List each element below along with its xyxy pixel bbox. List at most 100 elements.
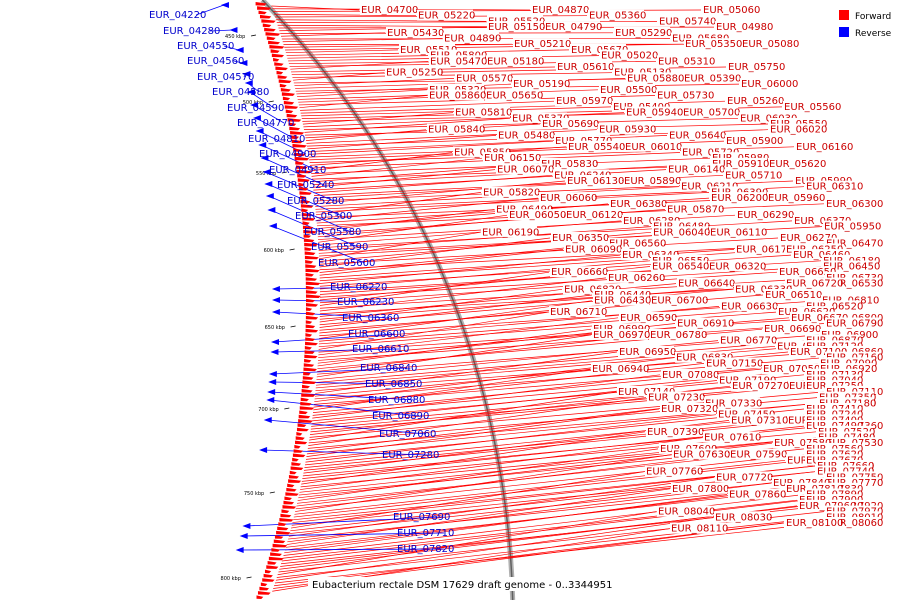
forward-label-bg — [454, 106, 510, 118]
forward-gene-label: EUR_05710 — [725, 170, 782, 181]
forward-gene-marker — [298, 419, 313, 423]
reverse-gene-marker — [247, 89, 256, 95]
reverse-callout-line — [266, 419, 427, 435]
reverse-gene-marker — [239, 60, 248, 66]
forward-gene-label: EUR_05290 — [615, 28, 672, 39]
forward-gene-label: EUR_08110 — [671, 524, 728, 535]
forward-gene-label: EUR_06330 — [735, 284, 792, 295]
forward-gene-marker — [296, 427, 309, 432]
forward-gene-label: EUR_06970 — [593, 330, 650, 341]
forward-label-bg — [625, 106, 681, 118]
forward-gene-marker — [302, 225, 314, 230]
forward-label-bg — [805, 448, 861, 460]
forward-callout-line — [318, 311, 549, 350]
forward-callout-line — [300, 100, 555, 111]
forward-label-bg — [717, 408, 773, 420]
forward-label-bg — [511, 112, 567, 124]
forward-gene-marker — [286, 113, 298, 118]
reverse-gene-label: EUR_04220 — [149, 10, 206, 21]
forward-gene-marker — [282, 505, 297, 509]
forward-label-bg — [619, 311, 675, 323]
tick-label: 550 kbp — [256, 171, 276, 177]
reverse-callout-line — [274, 311, 390, 319]
forward-callout-line — [319, 243, 608, 273]
forward-gene-marker — [302, 380, 317, 384]
forward-label-bg — [592, 323, 648, 335]
forward-gene-label: EUR_06820 — [564, 284, 621, 295]
forward-callout-line — [304, 420, 787, 468]
forward-callout-line — [275, 516, 714, 581]
forward-callout-line — [317, 203, 609, 229]
forward-callout-line — [310, 385, 805, 433]
reverse-gene-label: EUR_05240 — [277, 180, 334, 191]
forward-callout-line — [319, 271, 778, 304]
forward-label-bg — [666, 203, 722, 215]
forward-label-bg — [798, 499, 854, 511]
forward-gene-marker — [305, 315, 319, 320]
forward-gene-label: EUR_06530 — [826, 279, 883, 290]
forward-label-bg — [769, 118, 825, 129]
forward-gene-label: EUR_05950 — [824, 222, 881, 233]
forward-label-bg — [566, 175, 622, 186]
forward-gene-marker — [289, 470, 297, 475]
title-background — [308, 577, 592, 591]
forward-gene-label: EUR_05720 — [682, 148, 739, 159]
forward-label-bg — [769, 123, 825, 135]
reverse-gene-label: EUR_06230 — [337, 297, 394, 308]
forward-gene-label: EUR_06140 — [668, 165, 725, 176]
forward-label-bg — [486, 55, 542, 67]
forward-gene-marker — [265, 32, 281, 36]
forward-callout-line — [290, 60, 429, 70]
forward-label-bg — [822, 260, 878, 272]
forward-gene-label: EUR_06670 — [791, 313, 848, 324]
forward-label-bg — [805, 340, 861, 352]
forward-gene-label: EUR_05740 — [659, 16, 716, 27]
forward-callout-line — [281, 32, 386, 37]
forward-callout-line — [295, 454, 805, 510]
reverse-gene-marker — [255, 128, 264, 134]
forward-gene-label: EUR_06260 — [608, 273, 665, 284]
forward-label-bg — [820, 328, 876, 340]
forward-gene-label: EUR_06270 — [780, 233, 837, 244]
forward-gene-label: EUR_06110 — [710, 227, 767, 238]
forward-label-bg — [825, 511, 881, 523]
forward-gene-marker — [305, 311, 316, 316]
forward-label-bg — [623, 175, 679, 186]
forward-label-bg — [658, 15, 714, 27]
reverse-gene-label: EUR_05590 — [311, 242, 368, 253]
forward-label-bg — [825, 237, 881, 249]
forward-label-bg — [672, 448, 728, 460]
forward-callout-line — [282, 38, 443, 43]
reverse-gene-label: EUR_04570 — [197, 72, 254, 83]
forward-gene-marker — [293, 449, 304, 453]
forward-label-bg — [482, 186, 538, 198]
forward-gene-label: EUR_05610 — [557, 62, 614, 73]
reverse-callout-line — [273, 333, 396, 343]
forward-gene-label: EUR_05430 — [387, 28, 444, 39]
reverse-callout-line — [271, 381, 413, 385]
forward-label-bg — [657, 505, 713, 517]
forward-label-bg — [677, 277, 733, 289]
tick-mark — [268, 100, 274, 103]
forward-gene-marker — [261, 19, 276, 23]
forward-gene-marker — [297, 178, 310, 182]
forward-label-bg — [773, 437, 829, 449]
reverse-callout-line — [209, 29, 233, 32]
forward-callout-line — [286, 488, 671, 545]
forward-label-bg — [805, 420, 861, 432]
forward-gene-marker — [268, 556, 284, 561]
forward-gene-label: EUR_08030 — [715, 512, 772, 523]
forward-callout-line — [295, 78, 626, 89]
forward-gene-label: EUR_05960 — [768, 193, 825, 204]
forward-gene-label: EUR_07140 — [618, 387, 675, 398]
forward-gene-marker — [305, 324, 316, 329]
forward-label-bg — [599, 83, 655, 95]
forward-gene-label: EUR_04790 — [545, 22, 602, 33]
forward-callout-line — [319, 277, 607, 312]
forward-gene-label: EUR_05640 — [669, 130, 726, 141]
forward-label-bg — [777, 306, 833, 318]
forward-gene-label: EUR_05970 — [556, 96, 613, 107]
forward-gene-marker — [276, 70, 284, 75]
tick-label: 650 kbp — [265, 325, 285, 331]
